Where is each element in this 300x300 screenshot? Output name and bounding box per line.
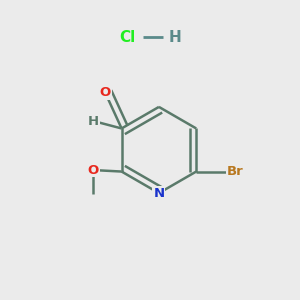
- Text: H: H: [169, 30, 182, 45]
- Text: O: O: [100, 86, 111, 99]
- Text: H: H: [88, 115, 99, 128]
- Text: Cl: Cl: [120, 30, 136, 45]
- Text: O: O: [88, 164, 99, 177]
- Text: Br: Br: [226, 165, 243, 178]
- Text: N: N: [153, 187, 164, 200]
